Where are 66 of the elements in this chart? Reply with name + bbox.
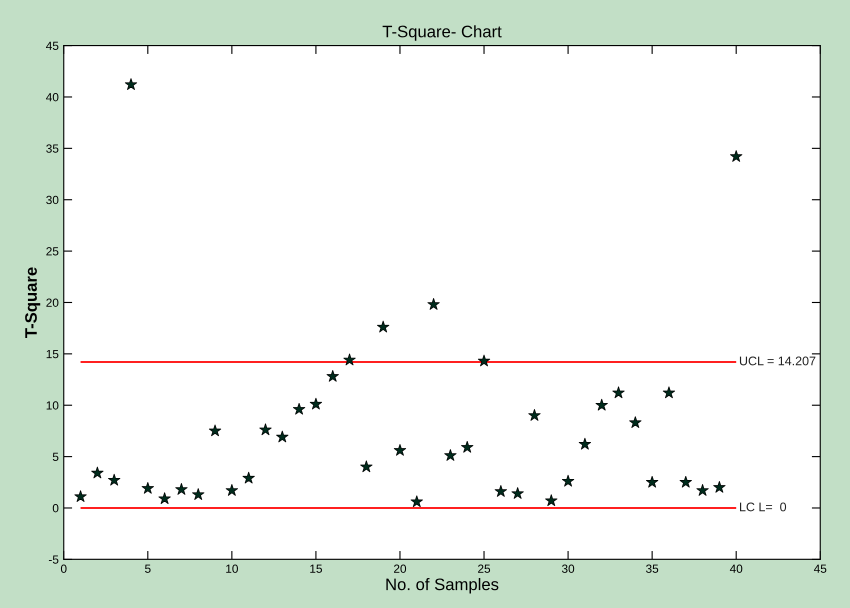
x-tick-label: 30: [562, 564, 574, 573]
point: [242, 472, 255, 484]
point: [360, 460, 373, 472]
point: [175, 482, 188, 495]
point: [662, 386, 676, 398]
y-tick-label: 25: [46, 247, 58, 256]
point: [326, 370, 340, 382]
point: [612, 386, 625, 398]
point: [730, 150, 742, 162]
y-tick-label: 35: [46, 144, 58, 153]
point: [528, 408, 541, 421]
point: [478, 354, 490, 366]
x-tick-label: 40: [730, 564, 742, 573]
y-tick-label: 20: [46, 298, 58, 307]
point: [276, 430, 289, 442]
point: [511, 487, 524, 500]
x-tick-label: 15: [310, 564, 322, 573]
point: [679, 476, 692, 488]
point: [91, 466, 104, 478]
point: [108, 474, 120, 486]
y-tick-label: 0: [52, 504, 58, 512]
point: [595, 398, 608, 411]
point: [376, 320, 390, 333]
point: [74, 490, 87, 502]
point: [394, 444, 406, 456]
point: [259, 423, 272, 436]
point: [562, 474, 574, 487]
y-tick-label: -5: [48, 556, 58, 564]
x-tick-label: 25: [478, 564, 490, 573]
y-axis-title: T-Square: [25, 267, 40, 338]
point: [158, 492, 171, 504]
point: [713, 480, 726, 493]
y-tick-label: 40: [46, 93, 58, 102]
point: [192, 488, 205, 500]
point: [226, 484, 238, 496]
x-axis-title: No. of Samples: [386, 578, 498, 594]
y-tick-label: 15: [46, 350, 58, 358]
x-tick-label: 10: [226, 564, 238, 573]
point: [208, 424, 222, 436]
point: [629, 416, 642, 428]
chart-title: T-Square- Chart: [382, 25, 502, 41]
x-tick-label: 45: [814, 564, 826, 573]
y-tick-label: 5: [52, 452, 58, 461]
point: [444, 448, 457, 461]
point: [142, 482, 154, 494]
ref-line-label: UCL = 14.207: [740, 356, 816, 366]
point: [343, 353, 356, 366]
point: [646, 476, 658, 488]
ref-line-label: LC L= 0: [740, 502, 786, 512]
point: [310, 398, 322, 410]
x-tick-label: 20: [394, 564, 406, 573]
y-tick-label: 30: [46, 196, 58, 204]
x-tick-label: 0: [60, 564, 67, 573]
point: [410, 495, 424, 508]
point: [578, 438, 592, 450]
point: [544, 494, 558, 506]
x-tick-label: 5: [144, 564, 151, 573]
y-tick-label: 45: [46, 42, 58, 50]
x-tick-label: 35: [646, 564, 658, 573]
y-tick-label: 10: [46, 401, 58, 410]
point: [460, 440, 474, 453]
point: [427, 298, 440, 310]
point: [696, 484, 709, 496]
point: [292, 402, 306, 415]
point: [124, 78, 138, 90]
point: [494, 484, 508, 497]
